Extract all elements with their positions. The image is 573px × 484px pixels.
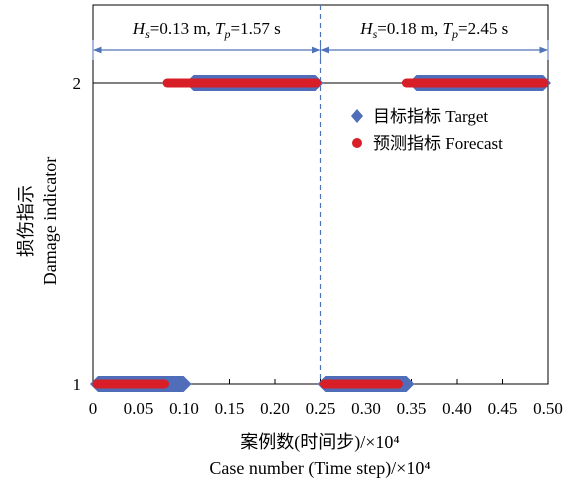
x-tick-labels: 0 0.05 0.10 0.15 0.20 0.25 0.30 0.35 0.40 0.45 0.5… [89, 399, 563, 418]
x-tick-label: 0.50 [533, 399, 563, 418]
region-label-part: T [443, 19, 454, 38]
region-label: Hs=0.18 m, Tp=2.45 s [359, 19, 508, 41]
x-tick-label: 0.30 [351, 399, 381, 418]
region-label-part: H [132, 19, 147, 38]
x-axis-label: 案例数(时间步)/×10⁴ Case number (Time step)/×1… [209, 432, 430, 479]
legend-label-target: 目标指标 Target [373, 107, 488, 126]
series-layer [90, 75, 551, 392]
region-label-part: =1.57 s [231, 19, 281, 38]
x-axis-label-cn: 案例数(时间步)/×10⁴ [240, 432, 399, 453]
region-label-part: s [145, 27, 150, 41]
x-tick-label: 0 [89, 399, 98, 418]
x-axis-label-en: Case number (Time step)/×10⁴ [209, 458, 430, 479]
y-tick-labels: 12 [73, 74, 82, 394]
y-tick-label: 1 [73, 375, 82, 394]
y-axis-label-cn: 损伤指示 [16, 185, 36, 257]
region-label-part: p [224, 27, 231, 41]
legend-label-forecast: 预测指标 Forecast [373, 134, 503, 153]
x-tick-label: 0.25 [306, 399, 336, 418]
legend-circle-marker [352, 138, 362, 148]
x-tick-label: 0.15 [215, 399, 245, 418]
legend-item-forecast: 预测指标 Forecast [352, 134, 503, 153]
x-tick-label: 0.10 [169, 399, 199, 418]
y-axis-label: 损伤指示 Damage indicator [16, 157, 60, 285]
x-tick-label: 0.20 [260, 399, 290, 418]
legend: 目标指标 Target 预测指标 Forecast [351, 107, 503, 153]
region-annotations: Hs=0.13 m, Tp=1.57 s Hs=0.18 m, Tp=2.45 s [92, 19, 549, 60]
y-tick-label: 2 [73, 74, 82, 93]
region-label-part: T [215, 19, 226, 38]
region-label-part: =0.13 m, [150, 19, 215, 38]
x-tick-label: 0.05 [124, 399, 154, 418]
region-label-part: =0.18 m, [377, 19, 442, 38]
legend-diamond-marker [351, 109, 363, 123]
region-label-part: H [359, 19, 374, 38]
region-label-part: p [451, 27, 458, 41]
x-tick-label: 0.40 [442, 399, 472, 418]
region-label-part: =2.45 s [458, 19, 508, 38]
x-tick-label: 0.45 [488, 399, 518, 418]
region-label: Hs=0.13 m, Tp=1.57 s [132, 19, 281, 41]
x-tick-label: 0.35 [397, 399, 427, 418]
y-axis-label-en: Damage indicator [40, 157, 60, 285]
legend-item-target: 目标指标 Target [351, 107, 488, 126]
region-label-part: s [373, 27, 378, 41]
